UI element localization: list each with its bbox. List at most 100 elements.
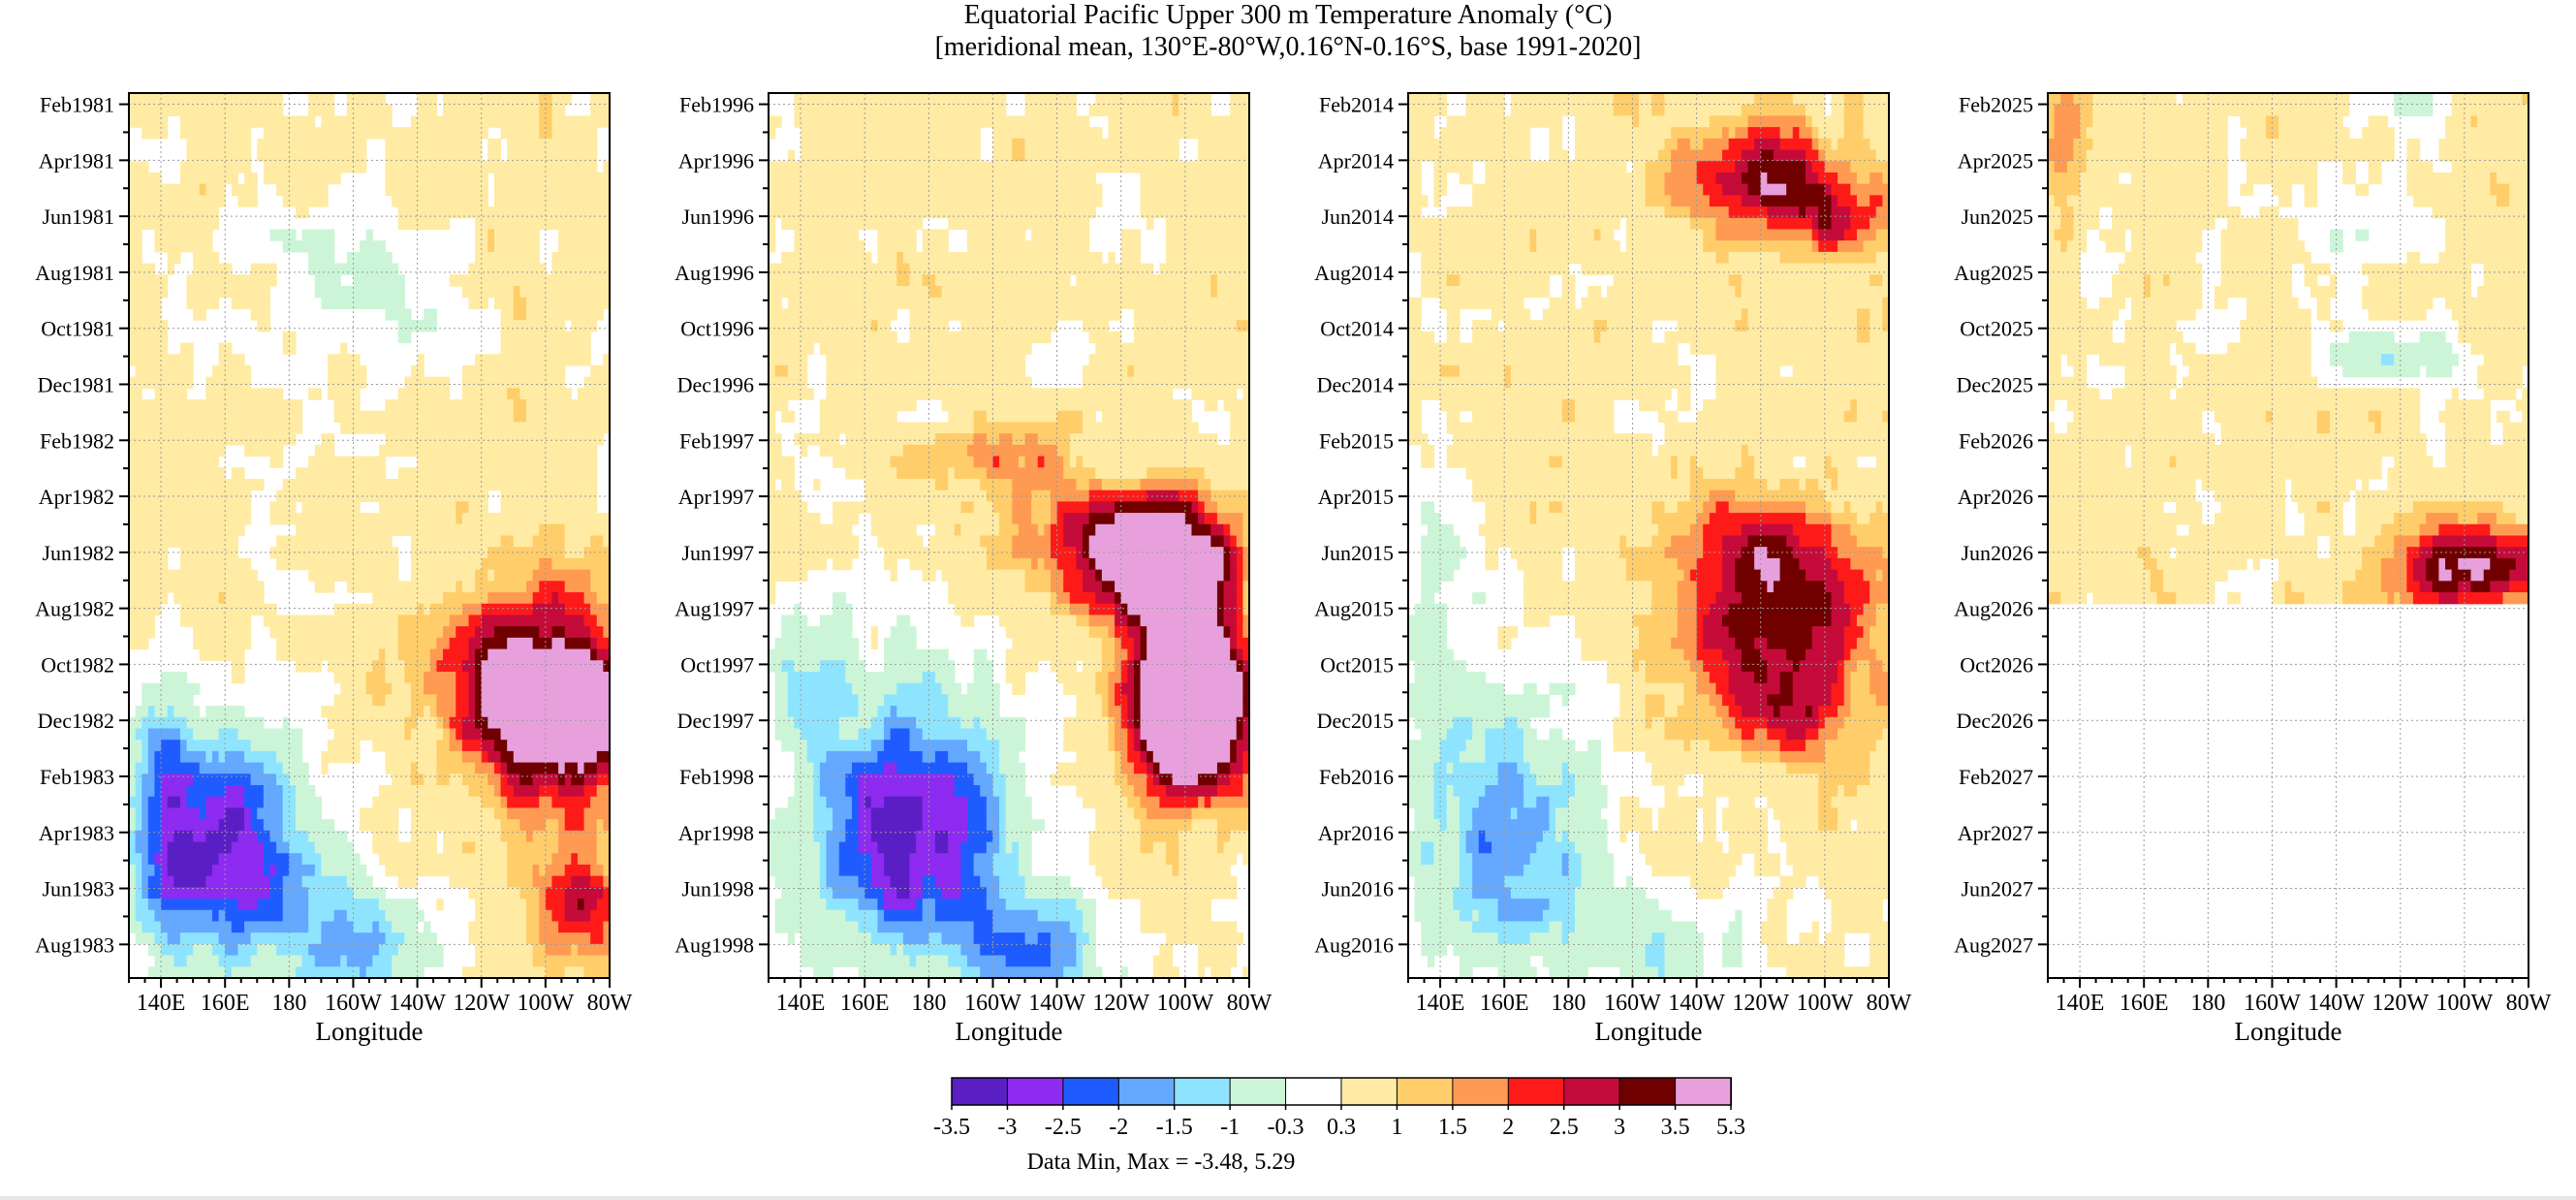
heatmap-cell (507, 864, 515, 877)
heatmap-cell (129, 183, 137, 196)
heatmap-cell (429, 557, 438, 571)
heatmap-cell (410, 921, 419, 933)
heatmap-cell (564, 513, 572, 525)
heatmap-cell (410, 648, 419, 661)
heatmap-cell (199, 104, 206, 117)
heatmap-cell (500, 467, 508, 480)
heatmap-cell (590, 422, 598, 434)
heatmap-cell (1133, 93, 1142, 106)
heatmap-cell (513, 671, 521, 684)
heatmap-cell (295, 774, 303, 786)
heatmap-cell (456, 501, 463, 514)
heatmap-cell (231, 274, 239, 287)
heatmap-cell (237, 943, 245, 957)
heatmap-cell (211, 478, 220, 491)
heatmap-cell (161, 513, 169, 525)
heatmap-cell (154, 240, 162, 253)
heatmap-cell (308, 569, 316, 582)
heatmap-cell (475, 581, 483, 593)
heatmap-cell (225, 966, 233, 979)
heatmap-cell (493, 388, 502, 400)
heatmap-cell (231, 966, 239, 979)
heatmap-cell (1147, 104, 1154, 117)
heatmap-cell (231, 115, 239, 128)
heatmap-cell (218, 750, 226, 764)
heatmap-cell (564, 456, 572, 468)
heatmap-cell (167, 206, 174, 219)
heatmap-cell (577, 172, 585, 185)
heatmap-cell (577, 569, 585, 582)
heatmap-cell (590, 308, 598, 321)
heatmap-cell (193, 909, 201, 923)
heatmap-cell (507, 433, 515, 446)
heatmap-cell (346, 501, 355, 514)
heatmap-cell (385, 149, 393, 162)
heatmap-cell (333, 626, 341, 639)
heatmap-cell (583, 444, 591, 458)
heatmap-cell (532, 706, 540, 718)
heatmap-cell (289, 195, 297, 207)
heatmap-cell (135, 603, 142, 616)
heatmap-cell (564, 728, 572, 741)
heatmap-cell (276, 774, 284, 786)
heatmap-cell (346, 138, 355, 151)
heatmap-cell (429, 660, 438, 673)
heatmap-cell (173, 671, 181, 684)
heatmap-cell (193, 774, 201, 786)
heatmap-cell (154, 342, 162, 355)
heatmap-cell (475, 955, 483, 967)
heatmap-cell (902, 104, 911, 117)
heatmap-cell (456, 762, 463, 774)
heatmap-cell (551, 853, 559, 866)
heatmap-cell (147, 285, 156, 299)
heatmap-cell (590, 195, 598, 207)
heatmap-cell (577, 887, 585, 900)
heatmap-cell (475, 909, 483, 923)
heatmap-cell (461, 740, 470, 752)
heatmap-cell (468, 569, 476, 582)
heatmap-cell (289, 648, 297, 661)
heatmap-cell (276, 875, 284, 888)
heatmap-cell (282, 399, 290, 412)
heatmap-cell (468, 807, 476, 820)
heatmap-cell (225, 796, 233, 809)
heatmap-cell (456, 206, 463, 219)
heatmap-cell (295, 660, 303, 673)
heatmap-cell (365, 728, 373, 741)
heatmap-cell (154, 478, 162, 491)
heatmap-cell (276, 615, 284, 627)
heatmap-cell (519, 251, 527, 265)
heatmap-cell (493, 229, 502, 241)
gridlines (129, 93, 610, 978)
heatmap-cell (135, 456, 142, 468)
heatmap-cell (360, 240, 367, 253)
heatmap-cell (468, 547, 476, 559)
heatmap-cell (372, 104, 380, 117)
heatmap-cell (353, 263, 361, 275)
heatmap-cell (237, 853, 245, 866)
heatmap-cell (577, 320, 585, 332)
heatmap-cell (519, 750, 527, 764)
heatmap-cell (909, 115, 917, 128)
heatmap-cell (372, 819, 380, 832)
heatmap-cell (909, 127, 917, 140)
heatmap-cell (237, 388, 245, 400)
heatmap-cell (449, 637, 456, 650)
heatmap-cell (487, 603, 495, 616)
heatmap-cell (468, 138, 476, 151)
heatmap-cell (340, 660, 348, 673)
panels: Feb1981Apr1981Jun1981Aug1981Oct1981Dec19… (35, 92, 2552, 1046)
heatmap-cell (404, 308, 412, 321)
heatmap-cell (1147, 115, 1154, 128)
heatmap-cell (353, 513, 361, 525)
heatmap-cell (487, 433, 495, 446)
heatmap-cell (282, 853, 290, 866)
heatmap-cell (404, 796, 412, 809)
heatmap-cell (129, 229, 137, 241)
heatmap-cell (276, 819, 284, 832)
heatmap-cell (161, 229, 169, 241)
heatmap-cell (539, 513, 547, 525)
heatmap-cell (211, 740, 220, 752)
heatmap-cell (590, 149, 598, 162)
heatmap-cell (129, 342, 137, 355)
